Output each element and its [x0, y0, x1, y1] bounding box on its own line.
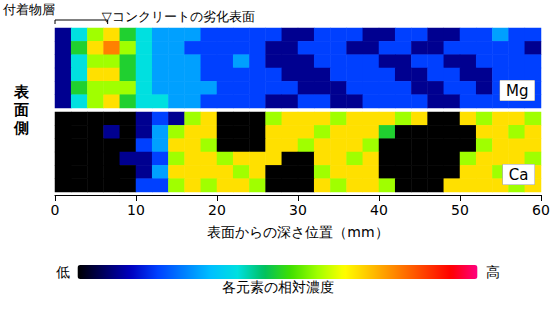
svg-text:側: 側: [13, 119, 29, 137]
svg-text:付着物層: 付着物層: [2, 2, 55, 17]
svg-text:Mg: Mg: [506, 82, 528, 100]
svg-text:各元素の相対濃度: 各元素の相対濃度: [222, 279, 334, 295]
svg-text:40: 40: [370, 202, 388, 218]
svg-text:表: 表: [13, 83, 30, 101]
svg-text:20: 20: [208, 202, 226, 218]
svg-text:30: 30: [289, 202, 307, 218]
svg-text:高: 高: [486, 264, 500, 280]
svg-text:50: 50: [451, 202, 469, 218]
svg-text:表面からの深さ位置（mm）: 表面からの深さ位置（mm）: [207, 224, 388, 240]
svg-text:低: 低: [56, 264, 70, 280]
svg-text:0: 0: [51, 202, 60, 218]
svg-text:▽コンクリートの劣化表面: ▽コンクリートの劣化表面: [102, 9, 255, 24]
svg-text:60: 60: [532, 202, 550, 218]
svg-text:Ca: Ca: [509, 166, 529, 184]
svg-text:面: 面: [13, 101, 29, 119]
svg-text:10: 10: [127, 202, 145, 218]
